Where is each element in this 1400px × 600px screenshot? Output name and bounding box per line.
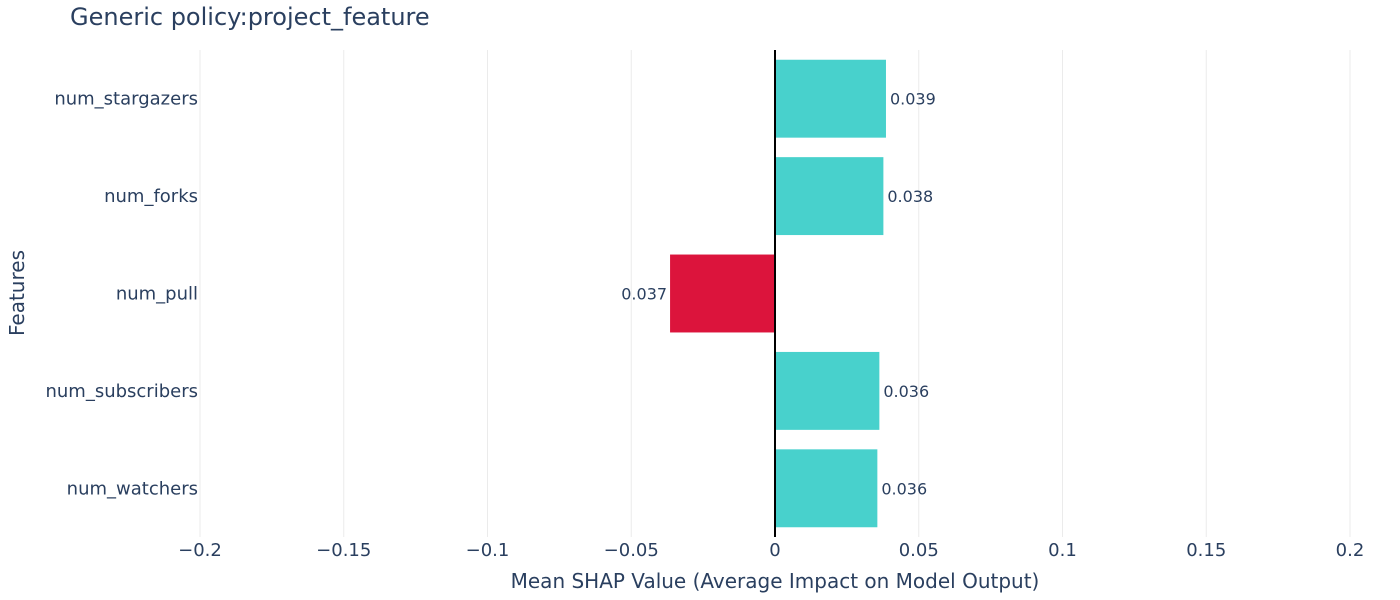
x-tick-label: −0.2 bbox=[178, 540, 222, 561]
bar-layer bbox=[670, 59, 886, 528]
x-tick-label: −0.1 bbox=[466, 540, 510, 561]
bar-num_pull bbox=[670, 254, 775, 333]
bar-num_watchers bbox=[775, 449, 878, 528]
y-tick-label-num_stargazers: num_stargazers bbox=[54, 89, 198, 110]
bar-num_stargazers bbox=[775, 59, 886, 138]
x-tick-layer: −0.2 −0.15 −0.1 −0.05 0 0.05 0.1 0.15 0.2 bbox=[178, 540, 1364, 561]
x-tick-label: 0.05 bbox=[899, 540, 939, 561]
data-label-num_forks: 0.038 bbox=[887, 187, 933, 206]
bar-num_subscribers bbox=[775, 351, 880, 430]
data-label-num_stargazers: 0.039 bbox=[890, 90, 936, 109]
chart-title: Generic policy:project_feature bbox=[70, 3, 430, 31]
data-label-num_watchers: 0.036 bbox=[881, 479, 927, 498]
y-tick-layer: num_stargazers num_forks num_pull num_subsc… bbox=[45, 89, 198, 500]
data-label-num_subscribers: 0.036 bbox=[883, 382, 929, 401]
y-axis-title: Features bbox=[5, 250, 29, 336]
data-label-num_pull: 0.037 bbox=[621, 285, 667, 304]
y-tick-label-num_subscribers: num_subscribers bbox=[45, 381, 198, 402]
x-tick-label: 0.15 bbox=[1186, 540, 1226, 561]
grid-layer bbox=[199, 50, 1351, 537]
x-tick-label: 0.2 bbox=[1336, 540, 1365, 561]
y-tick-label-num_watchers: num_watchers bbox=[67, 478, 198, 499]
x-axis-title: Mean SHAP Value (Average Impact on Model… bbox=[511, 569, 1040, 593]
bar-num_forks bbox=[775, 157, 884, 236]
data-label-layer: 0.039 0.038 0.037 0.036 0.036 bbox=[621, 90, 936, 499]
y-tick-label-num_pull: num_pull bbox=[116, 284, 198, 305]
y-tick-label-num_forks: num_forks bbox=[104, 186, 198, 207]
x-tick-label: −0.05 bbox=[604, 540, 659, 561]
x-tick-label: 0.1 bbox=[1048, 540, 1077, 561]
x-tick-label: 0 bbox=[769, 540, 780, 561]
x-tick-label: −0.15 bbox=[316, 540, 371, 561]
